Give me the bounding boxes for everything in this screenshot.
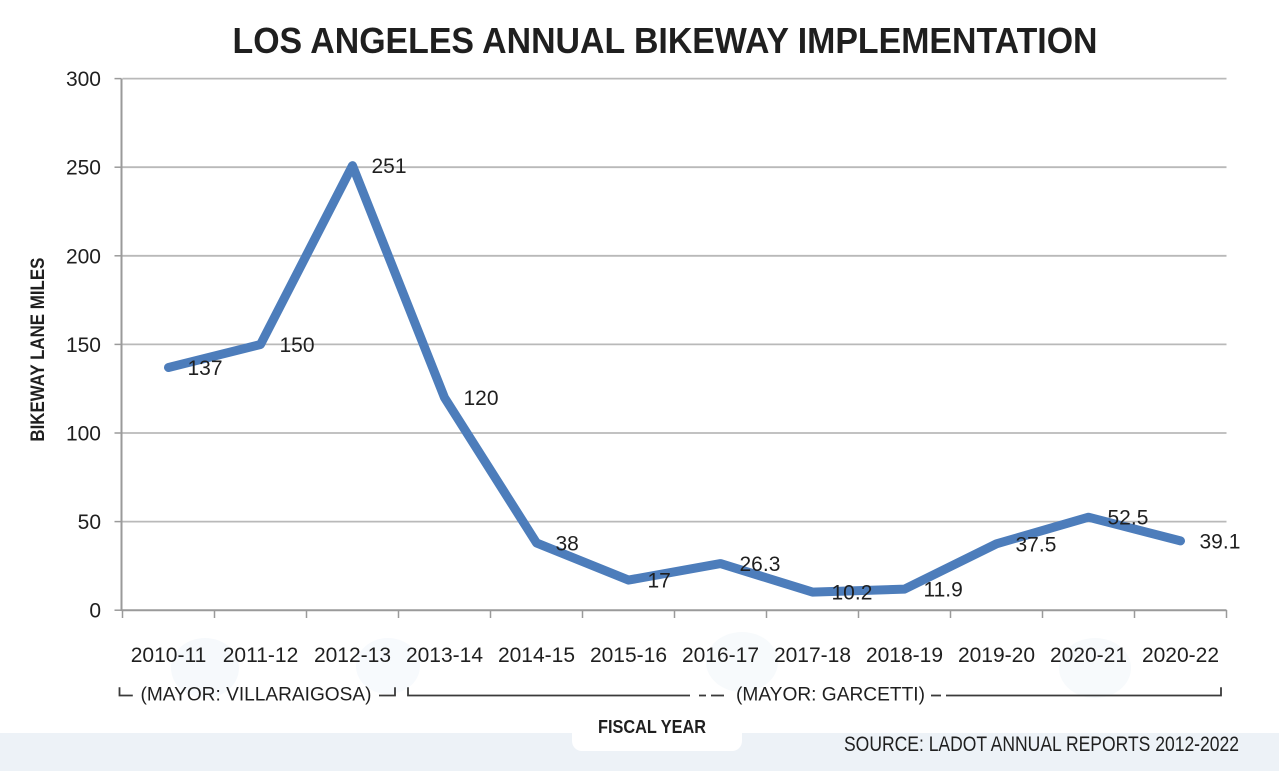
svg-text:300: 300 <box>66 68 101 91</box>
svg-text:SOURCE: LADOT ANNUAL REPORTS 2: SOURCE: LADOT ANNUAL REPORTS 2012-2022 <box>844 733 1239 756</box>
svg-text:2018-19: 2018-19 <box>866 644 943 667</box>
svg-text:200: 200 <box>66 245 101 268</box>
svg-text:2012-13: 2012-13 <box>314 644 391 667</box>
svg-text:BIKEWAY LANE MILES: BIKEWAY LANE MILES <box>27 258 49 442</box>
svg-text:120: 120 <box>464 387 499 410</box>
svg-text:(MAYOR: GARCETTI): (MAYOR: GARCETTI) <box>736 685 925 706</box>
svg-text:137: 137 <box>188 357 223 380</box>
svg-text:38: 38 <box>556 532 579 555</box>
svg-text:2020-22: 2020-22 <box>1142 644 1219 667</box>
svg-text:2010-11: 2010-11 <box>131 644 207 667</box>
svg-text:2017-18: 2017-18 <box>774 644 851 667</box>
svg-text:39.1: 39.1 <box>1200 530 1241 553</box>
svg-text:150: 150 <box>280 334 315 357</box>
svg-text:50: 50 <box>78 511 101 534</box>
svg-text:2015-16: 2015-16 <box>590 644 667 667</box>
svg-text:(MAYOR: VILLARAIGOSA): (MAYOR: VILLARAIGOSA) <box>141 685 372 706</box>
svg-text:FISCAL YEAR: FISCAL YEAR <box>598 716 706 737</box>
svg-text:17: 17 <box>648 570 671 593</box>
svg-text:2016-17: 2016-17 <box>682 644 759 667</box>
svg-text:2013-14: 2013-14 <box>406 644 483 667</box>
svg-text:0: 0 <box>89 600 101 623</box>
svg-text:100: 100 <box>66 423 101 446</box>
svg-text:LOS ANGELES ANNUAL BIKEWAY IMP: LOS ANGELES ANNUAL BIKEWAY IMPLEMENTATIO… <box>233 20 1098 61</box>
svg-text:251: 251 <box>372 155 407 178</box>
svg-text:2020-21: 2020-21 <box>1050 644 1127 667</box>
svg-text:2011-12: 2011-12 <box>223 644 299 667</box>
svg-text:52.5: 52.5 <box>1108 507 1149 530</box>
svg-text:2014-15: 2014-15 <box>498 644 575 667</box>
svg-text:10.2: 10.2 <box>832 582 873 605</box>
svg-text:250: 250 <box>66 157 101 180</box>
svg-text:26.3: 26.3 <box>740 553 781 576</box>
svg-text:150: 150 <box>66 334 101 357</box>
svg-text:2019-20: 2019-20 <box>958 644 1035 667</box>
svg-text:11.9: 11.9 <box>924 579 963 602</box>
svg-text:37.5: 37.5 <box>1016 533 1057 556</box>
